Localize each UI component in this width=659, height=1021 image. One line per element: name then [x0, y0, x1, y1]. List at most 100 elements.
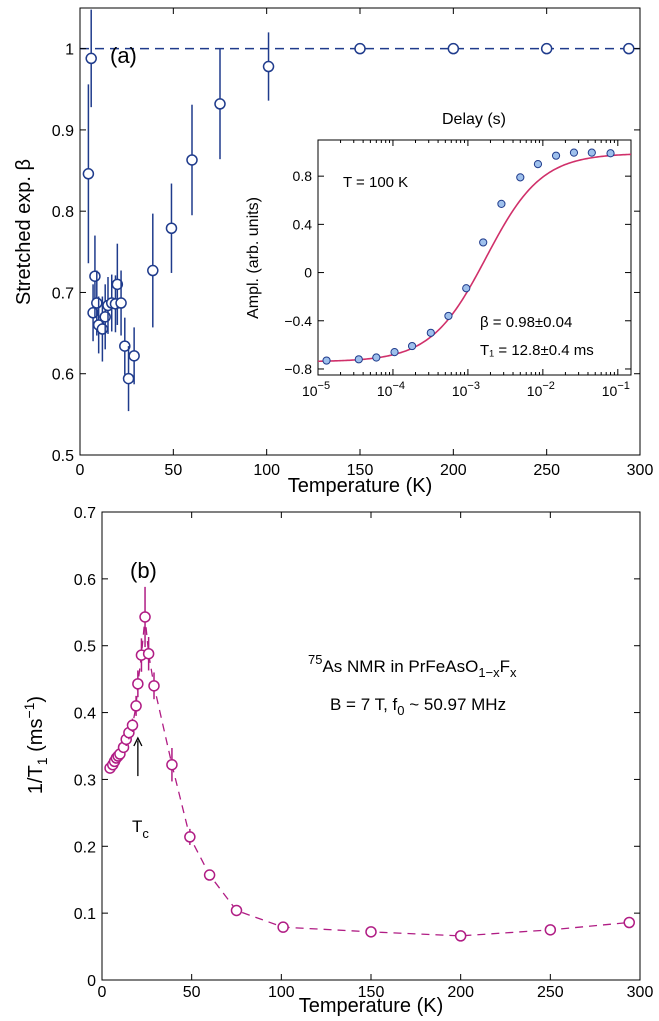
inset-marker	[551, 151, 561, 160]
inset-tick-exponent: −3	[467, 380, 480, 392]
nmr-tail-sub: x	[510, 665, 517, 680]
nmr-tail: F	[500, 657, 510, 676]
panel-b-point	[142, 637, 155, 671]
panel-b-marker	[454, 930, 467, 942]
panel-a-point	[119, 317, 131, 375]
panel-b-point	[623, 916, 635, 929]
panel-b-y-tick-label: 0.6	[74, 572, 96, 589]
panel-b-x-tick-label: 200	[447, 984, 474, 1001]
panel-b-point	[203, 869, 216, 881]
panel-b-label: (b)	[130, 558, 157, 583]
inset-tick-base: 10	[377, 383, 393, 399]
panel-b-y-axis-label: 1/T1 (ms−1)	[21, 696, 50, 794]
panel-a-marker	[540, 42, 553, 55]
panel-a-point	[214, 48, 226, 160]
nmr-sub: 1−x	[478, 665, 500, 680]
panel-a-marker	[111, 278, 124, 291]
panel-a-marker	[623, 42, 635, 55]
panel-b: 0 50 100 150 200 250 300 0 0.1 0.2 0.3 0.4 0.5 0.6 0.7…	[21, 505, 653, 1017]
panel-b-y-tick-label: 0.5	[74, 639, 96, 656]
panel-a-point	[623, 42, 635, 55]
inset-background	[318, 140, 631, 375]
y-label-sup: −1	[21, 702, 37, 718]
inset-tick-base: 10	[302, 383, 318, 399]
panel-b-point	[184, 828, 196, 845]
inset-tick-exponent: −4	[392, 380, 405, 392]
panel-b-y-tick-label: 0.1	[74, 906, 96, 923]
inset-marker	[587, 148, 596, 157]
panel-b-point	[139, 586, 151, 648]
panel-b-points	[104, 586, 635, 942]
inset-marker	[354, 355, 363, 364]
panel-a-y-tick-label: 1	[65, 42, 74, 59]
inset-ticks: 10−5 10−4 10−3 10−2 10−1−0.8−0.400.40.8	[284, 140, 631, 399]
panel-b-point	[365, 926, 377, 938]
panel-b-y-tick-label: 0.3	[74, 772, 96, 789]
inset-x-tick-label: 10−3	[452, 380, 480, 399]
panel-a-marker	[122, 372, 135, 385]
panel-a-point	[165, 183, 178, 273]
inset-marker	[322, 356, 331, 365]
panel-a-point	[111, 243, 124, 325]
panel-a-point	[186, 104, 198, 216]
panel-a-marker	[91, 297, 103, 309]
panel-b-marker	[230, 904, 243, 917]
inset-x-tick-label: 10−2	[527, 380, 555, 399]
panel-a-marker	[214, 98, 226, 110]
panel-b-marker	[203, 869, 216, 881]
inset: 10−5 10−4 10−3 10−2 10−1−0.8−0.400.40.8 Dela…	[245, 111, 632, 399]
panel-a-y-tick-label: 0.5	[52, 448, 74, 465]
panel-b-marker	[142, 647, 155, 660]
panel-a-marker	[119, 340, 131, 352]
panel-b-marker	[365, 926, 377, 938]
panel-b-point	[544, 924, 557, 936]
tc-label: Tc	[132, 817, 149, 841]
panel-a-point	[147, 213, 159, 328]
panel-b-frame	[101, 511, 641, 981]
panel-b-x-tick-label: 150	[358, 984, 385, 1001]
panel-b-marker	[623, 916, 635, 929]
inset-title: Delay (s)	[442, 111, 506, 128]
inset-marker	[569, 148, 579, 157]
nmr-text: As NMR in PrFeAsO	[322, 657, 478, 676]
panel-b-x-tick-label: 50	[183, 984, 201, 1001]
inset-marker	[497, 199, 506, 208]
inset-marker	[444, 311, 453, 321]
isotope-sup: 75	[308, 652, 322, 667]
tc-arrow-head	[133, 736, 143, 747]
panel-b-marker	[126, 719, 139, 732]
field-sub: 0	[397, 703, 404, 718]
panel-b-marker	[277, 921, 289, 933]
field-text: B = 7 T, f	[330, 695, 398, 714]
inset-y-tick-label: 0.8	[293, 168, 313, 184]
inset-x-tick-label: 10−4	[377, 380, 405, 399]
panel-a-point	[82, 84, 95, 264]
inset-tick-base: 10	[527, 383, 543, 399]
tc-main: T	[132, 817, 142, 836]
panel-b-point	[166, 748, 178, 782]
panel-b-field-annotation: B = 7 T, f0 ~ 50.97 MHz	[330, 695, 506, 718]
inset-x-tick-label: 10−1	[602, 380, 630, 399]
inset-marker	[533, 160, 543, 169]
inset-marker	[390, 348, 399, 357]
panel-a-point	[354, 42, 366, 55]
inset-marker	[479, 238, 488, 247]
panel-b-marker	[166, 758, 178, 771]
inset-marker	[516, 173, 525, 182]
panel-b-point	[132, 670, 144, 698]
panel-a-marker	[82, 168, 95, 180]
y-label-1: 1/T	[25, 765, 47, 794]
inset-tick-exponent: −2	[542, 380, 555, 392]
inset-t1-annotation: T₁ = 12.8±0.4 ms	[480, 342, 594, 359]
inset-tick-exponent: −5	[318, 380, 331, 392]
panel-b-nmr-annotation: 75As NMR in PrFeAsO1−xFx	[308, 652, 517, 680]
y-label-unit: (ms	[25, 719, 47, 758]
inset-y-axis-label: Ampl. (arb. units)	[245, 197, 262, 319]
panel-a-x-tick-label: 100	[253, 462, 280, 479]
panel-b-y-tick-label: 0	[87, 973, 96, 990]
panel-b-x-tick-label: 0	[98, 984, 107, 1001]
inset-temperature-annotation: T = 100 K	[343, 174, 408, 191]
